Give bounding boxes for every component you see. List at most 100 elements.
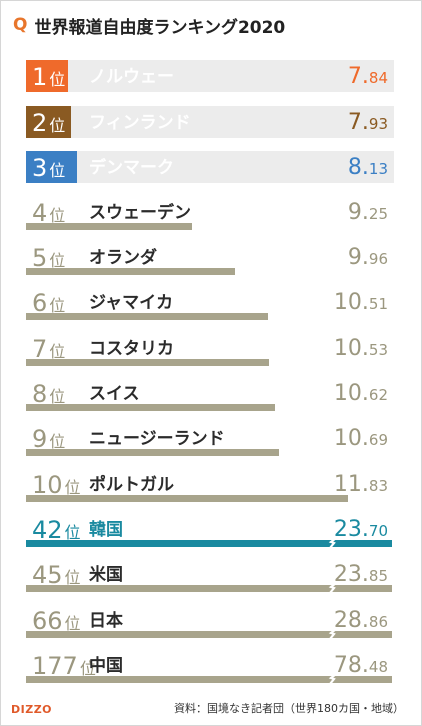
ranking-row: 177 位中国 78. 48: [22, 643, 394, 685]
ranking-row: 5 位 オランダ 9. 96: [22, 235, 394, 275]
country-label: デンマーク: [89, 158, 174, 178]
source-note: 資料：国境なき記者団（世界180カ国・地域）: [174, 702, 404, 715]
bar-track: [26, 151, 394, 183]
score-decimal: 86: [368, 613, 388, 631]
score-integer: 10.: [333, 336, 369, 361]
ranking-row: 7 位 コスタリカ 10. 53: [22, 326, 394, 366]
score-integer: 7.: [347, 64, 369, 89]
score-label: 11. 83: [334, 470, 388, 501]
score-decimal: 70: [368, 522, 388, 540]
score-label: 7. 84: [348, 62, 388, 93]
score-decimal: 51: [368, 295, 388, 313]
ranking-row: 42 位韓国 23. 70: [22, 507, 394, 549]
rank-label: 10 位: [32, 470, 81, 500]
bar: [26, 449, 279, 456]
country-label: ニュージーランド: [89, 429, 225, 449]
rank-suffix: 位: [49, 206, 66, 225]
score-label: 7. 93: [348, 108, 388, 139]
rank-suffix: 位: [49, 387, 66, 406]
score-label: 8. 13: [348, 153, 388, 184]
rank-suffix: 位: [79, 659, 96, 678]
score-integer: 9.: [347, 245, 369, 270]
ranking-row: 4 位 スウェーデン 9. 25: [22, 190, 394, 230]
rank-suffix: 位: [49, 342, 66, 361]
score-label: 9. 25: [348, 198, 388, 229]
ranking-row: 9 位 ニュージーランド 10. 69: [22, 416, 394, 456]
bar: [26, 359, 269, 366]
country-label: ノルウェー: [89, 67, 174, 87]
bar: [26, 631, 392, 638]
axis-break-icon: [328, 628, 337, 640]
score-integer: 23.: [333, 562, 369, 587]
axis-break-icon: [328, 582, 337, 594]
score-decimal: 84: [368, 69, 388, 87]
rank-number: 42: [32, 516, 63, 544]
score-integer: 10.: [333, 381, 369, 406]
ranking-row: 3 位 デンマーク 8. 13: [22, 145, 394, 185]
country-label: オランダ: [89, 248, 157, 268]
score-decimal: 93: [368, 115, 388, 133]
rank-suffix: 位: [49, 432, 66, 451]
rank-suffix: 位: [64, 568, 81, 587]
rank-number: 3: [32, 154, 48, 182]
chart-title: 世界報道自由度ランキング2020: [34, 17, 286, 38]
rank-suffix: 位: [64, 523, 81, 542]
rank-suffix: 位: [64, 478, 81, 497]
score-decimal: 83: [368, 477, 388, 495]
score-decimal: 53: [368, 341, 388, 359]
ranking-row: 6 位 ジャマイカ 10. 51: [22, 280, 394, 320]
score-decimal: 69: [368, 431, 388, 449]
ranking-row: 8 位 スイス 10. 62: [22, 371, 394, 411]
bar: [26, 585, 392, 592]
score-integer: 10.: [333, 290, 369, 315]
score-integer: 28.: [333, 608, 369, 633]
q-mark: Q: [13, 15, 28, 35]
rank-number: 8: [32, 380, 48, 408]
rank-number: 45: [32, 561, 63, 589]
rank-number: 6: [32, 289, 48, 317]
score-decimal: 48: [368, 658, 388, 676]
bar: [26, 151, 77, 183]
country-label: 日本: [89, 611, 123, 631]
country-label: ジャマイカ: [89, 293, 174, 313]
country-label: スウェーデン: [89, 203, 191, 223]
bar: [26, 106, 71, 138]
axis-break-icon: [328, 673, 337, 685]
ranking-row: 66 位日本 28. 86: [22, 598, 394, 640]
rank-number: 1: [32, 63, 48, 91]
bar: [26, 495, 348, 502]
ranking-row: 45 位米国 23. 85: [22, 552, 394, 594]
rank-suffix: 位: [49, 251, 66, 270]
rank-suffix: 位: [64, 614, 81, 633]
rank-label: 42 位: [32, 515, 81, 545]
bar-track: [26, 106, 394, 138]
rank-number: 9: [32, 425, 48, 453]
bar: [26, 676, 392, 683]
score-label: 10. 51: [334, 288, 388, 319]
score-integer: 9.: [347, 200, 369, 225]
bar: [26, 268, 235, 275]
score-decimal: 25: [368, 205, 388, 223]
axis-break-icon: [328, 537, 337, 549]
score-label: 10. 62: [334, 379, 388, 410]
country-label: コスタリカ: [89, 339, 174, 359]
country-label: 韓国: [89, 520, 123, 540]
bar: [26, 404, 275, 411]
score-label: 23. 85: [334, 560, 388, 591]
rank-label: 177 位: [32, 651, 96, 681]
score-integer: 11.: [333, 472, 369, 497]
rank-number: 66: [32, 607, 63, 635]
score-decimal: 62: [368, 386, 388, 404]
rank-label: 66 位: [32, 606, 81, 636]
score-label: 28. 86: [334, 606, 388, 637]
country-label: 米国: [89, 565, 123, 585]
score-integer: 23.: [333, 517, 369, 542]
score-label: 78. 48: [334, 651, 388, 682]
publisher-logo: DIZZO: [11, 703, 53, 716]
